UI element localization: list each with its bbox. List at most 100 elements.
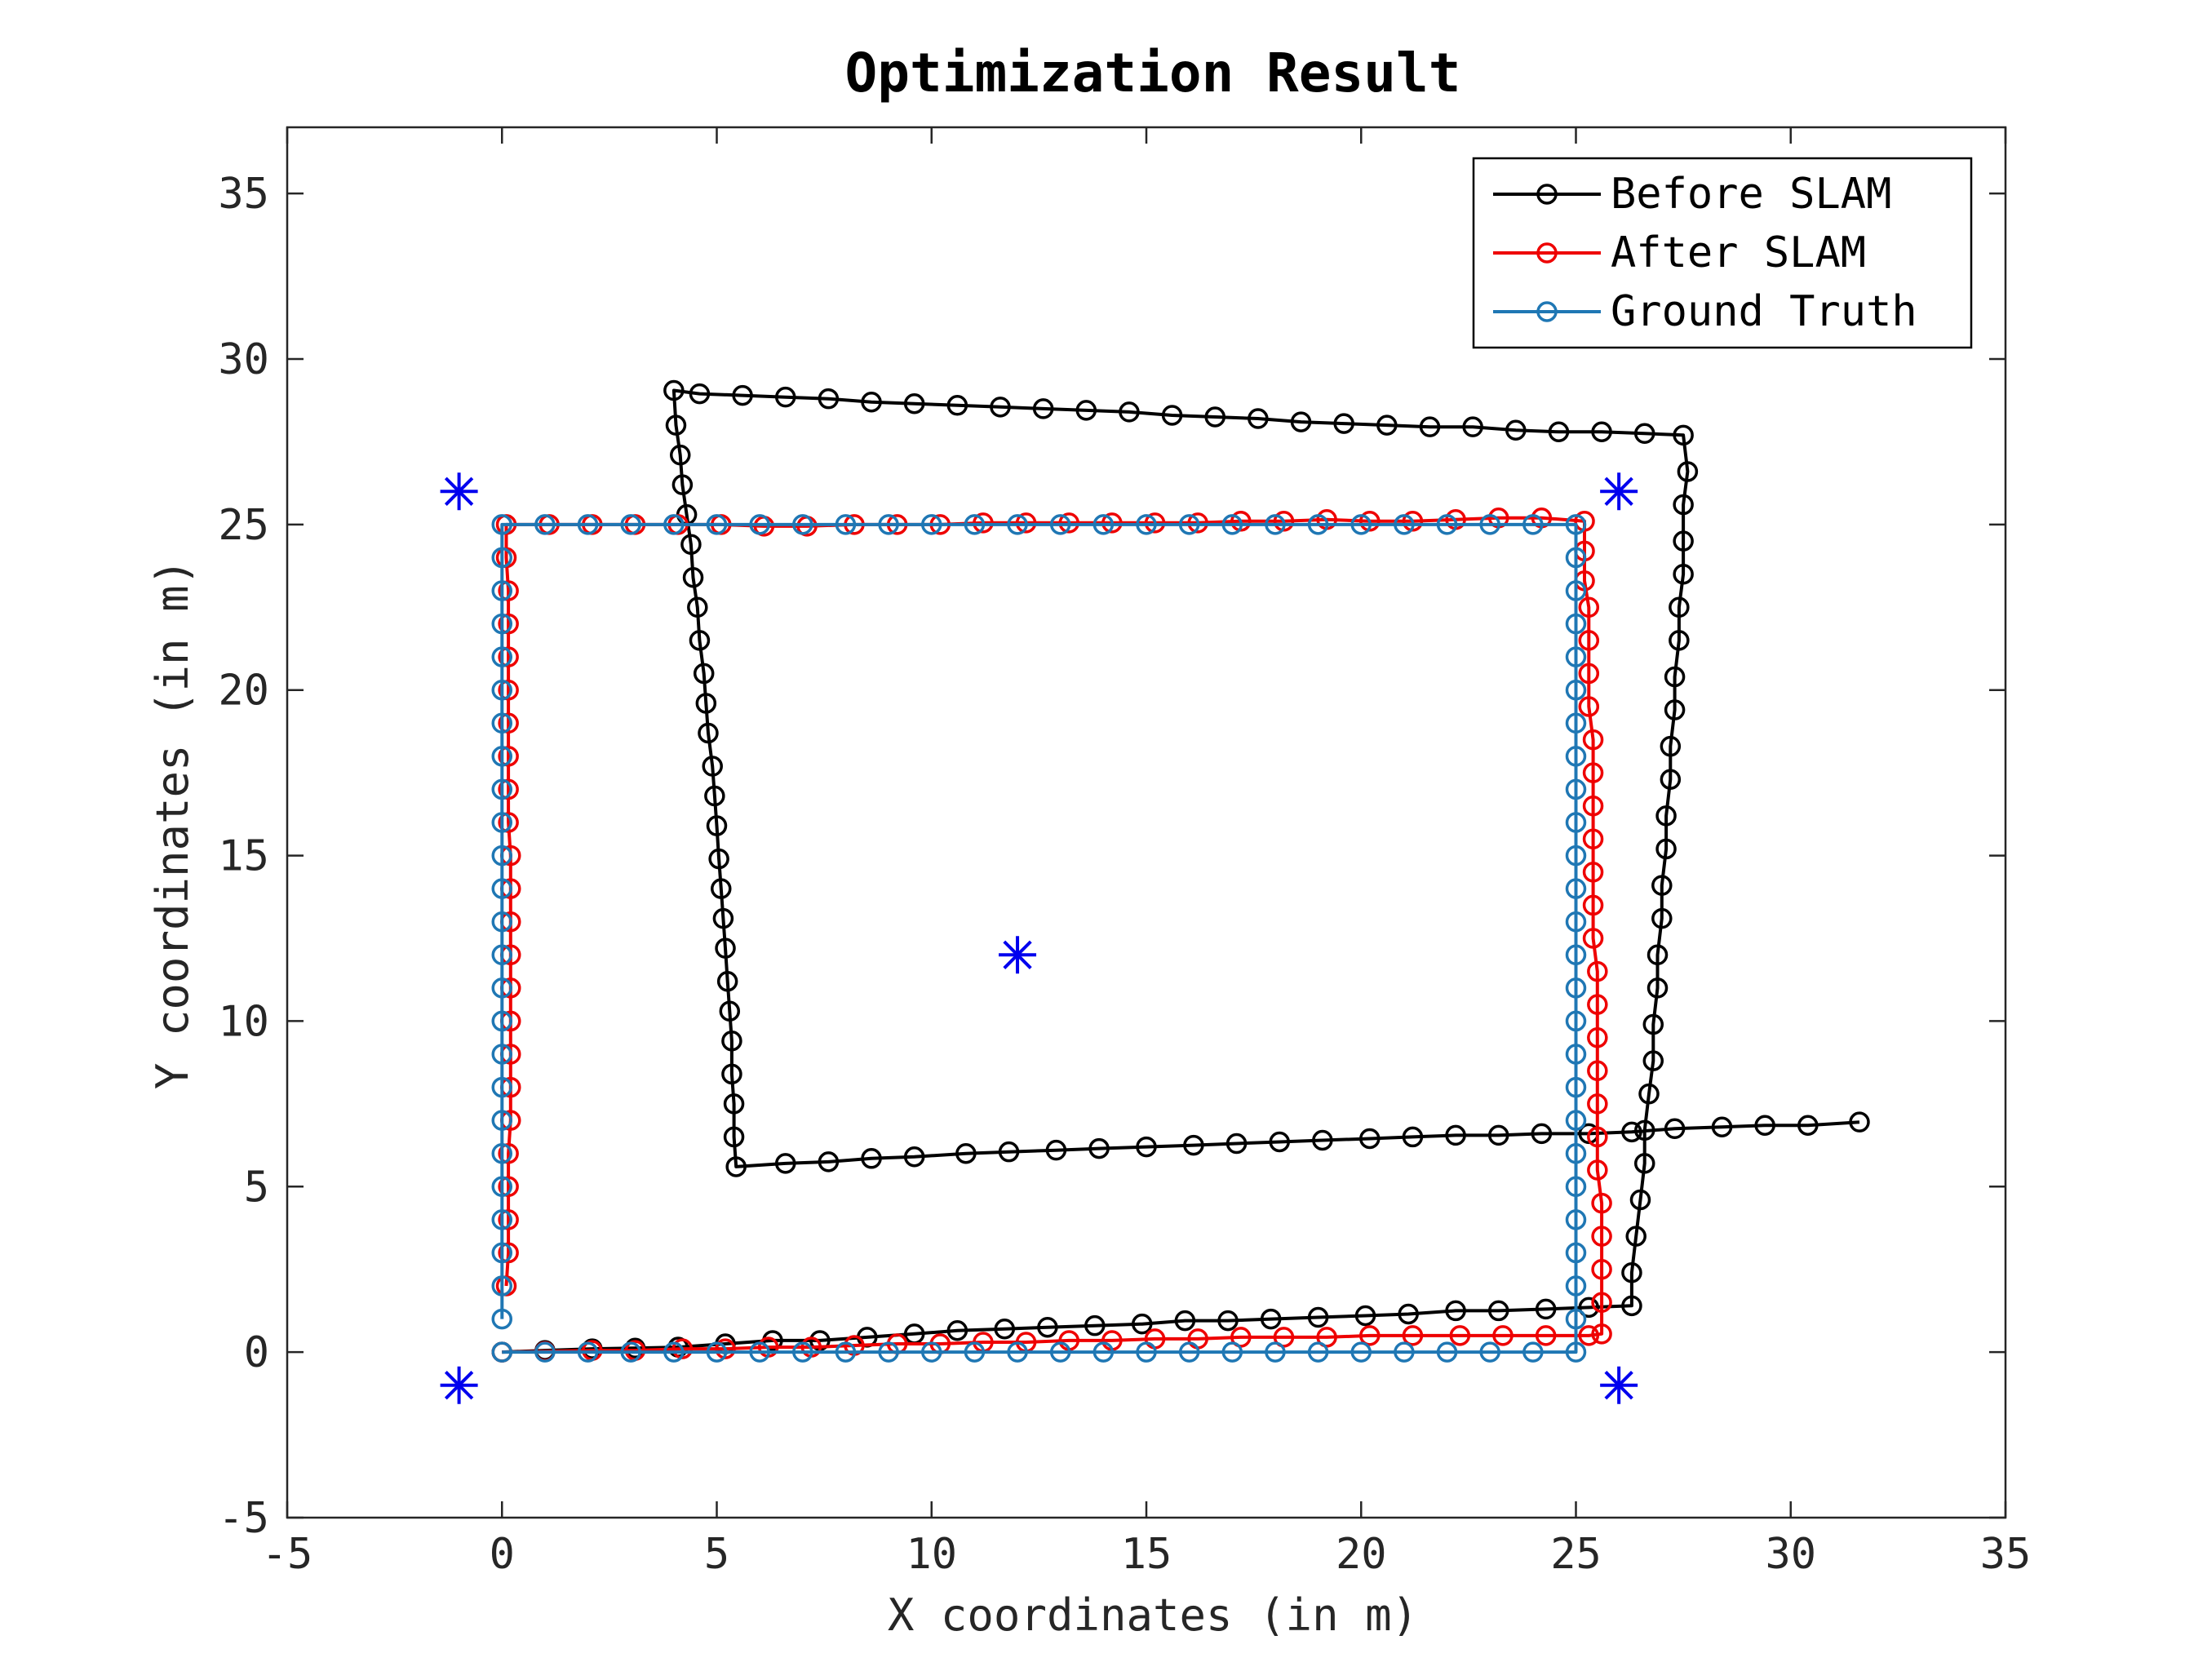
data-point xyxy=(1522,514,1544,535)
y-axis-label: Y coordinates (in m) xyxy=(147,559,198,1089)
data-point xyxy=(1587,994,1608,1015)
data-point xyxy=(1565,778,1587,800)
data-point xyxy=(491,778,512,800)
data-point xyxy=(1307,1341,1329,1363)
data-point xyxy=(1565,944,1587,966)
data-point xyxy=(498,1142,519,1164)
series-line-after-slam xyxy=(502,516,1604,1354)
data-point xyxy=(1587,1026,1608,1048)
data-point xyxy=(723,1126,745,1148)
data-point xyxy=(491,1110,512,1131)
data-point xyxy=(964,1341,986,1363)
data-point xyxy=(1655,838,1677,860)
data-point xyxy=(1673,494,1694,516)
data-point xyxy=(1479,1341,1500,1363)
data-point xyxy=(498,812,519,833)
data-point xyxy=(1394,1341,1415,1363)
y-tick-label: 10 xyxy=(218,997,269,1046)
data-point xyxy=(1531,1123,1553,1145)
data-point xyxy=(1642,1013,1664,1035)
data-point xyxy=(1621,1121,1642,1143)
legend-entry: Before SLAM xyxy=(1493,170,1891,219)
data-point xyxy=(1565,844,1587,867)
data-point xyxy=(1354,1305,1376,1327)
data-point xyxy=(1582,762,1604,783)
data-point xyxy=(921,514,942,535)
data-point xyxy=(955,1142,977,1164)
data-point xyxy=(1230,1327,1252,1348)
data-point xyxy=(1307,1306,1329,1328)
data-point xyxy=(491,514,512,535)
data-point xyxy=(1565,746,1587,767)
y-tick-label: 15 xyxy=(218,832,269,881)
data-point xyxy=(1673,530,1694,552)
data-point xyxy=(1647,977,1669,999)
data-point xyxy=(689,630,711,651)
data-point xyxy=(774,1153,796,1174)
data-point xyxy=(1565,1110,1587,1131)
data-point xyxy=(698,722,719,744)
landmark-marker xyxy=(1600,1366,1638,1404)
data-point xyxy=(491,1044,512,1065)
data-point xyxy=(1119,401,1140,423)
legend-marker xyxy=(1536,242,1558,264)
data-point xyxy=(1633,1119,1655,1141)
data-point xyxy=(1217,1310,1239,1332)
data-point xyxy=(491,1209,512,1230)
data-point xyxy=(1578,663,1600,685)
data-point xyxy=(1445,1300,1466,1322)
data-point xyxy=(1312,1129,1333,1151)
data-point xyxy=(878,1341,899,1363)
data-point xyxy=(903,393,925,414)
data-point xyxy=(498,1176,519,1198)
data-point xyxy=(774,386,796,408)
data-point xyxy=(1333,413,1354,434)
legend: Before SLAM After SLAM Ground Truth xyxy=(1472,157,1973,349)
data-point xyxy=(1582,795,1604,817)
data-point xyxy=(534,1341,556,1363)
data-point xyxy=(706,1341,728,1363)
data-point xyxy=(491,1176,512,1198)
legend-marker xyxy=(1536,184,1558,205)
data-point xyxy=(1642,1050,1664,1071)
data-point xyxy=(1084,1314,1106,1336)
data-point xyxy=(1797,1115,1819,1136)
data-point xyxy=(861,1148,882,1169)
data-point xyxy=(835,1341,857,1363)
data-point xyxy=(702,756,723,777)
data-point xyxy=(946,395,968,416)
data-point xyxy=(669,444,691,466)
data-point xyxy=(1492,1325,1514,1346)
series-line-before-slam xyxy=(502,388,1860,1354)
data-point xyxy=(708,848,729,870)
data-point xyxy=(1664,666,1686,688)
data-point xyxy=(1621,1262,1642,1283)
data-point xyxy=(491,844,512,867)
data-point xyxy=(1535,1325,1557,1346)
data-point xyxy=(693,663,715,685)
data-point xyxy=(878,514,899,535)
data-point xyxy=(1436,514,1458,535)
data-point xyxy=(682,567,704,588)
data-point xyxy=(1535,1298,1557,1320)
data-point xyxy=(1265,514,1286,535)
data-point xyxy=(689,383,711,405)
data-point xyxy=(1651,875,1673,896)
data-point xyxy=(1316,1327,1337,1348)
data-point xyxy=(1591,1192,1612,1214)
data-point xyxy=(1651,907,1673,929)
legend-label: After SLAM xyxy=(1611,228,1866,277)
data-point xyxy=(732,384,753,406)
data-point xyxy=(1394,514,1415,535)
data-point xyxy=(1049,1341,1071,1363)
data-point xyxy=(994,1318,1016,1340)
data-point xyxy=(818,388,840,410)
data-point xyxy=(1075,400,1097,421)
data-point xyxy=(1849,1111,1870,1133)
data-point xyxy=(792,514,813,535)
data-point xyxy=(1221,1341,1243,1363)
data-point xyxy=(1655,805,1677,827)
data-point xyxy=(1248,408,1269,429)
data-point xyxy=(1290,411,1312,432)
data-point xyxy=(723,1093,745,1115)
